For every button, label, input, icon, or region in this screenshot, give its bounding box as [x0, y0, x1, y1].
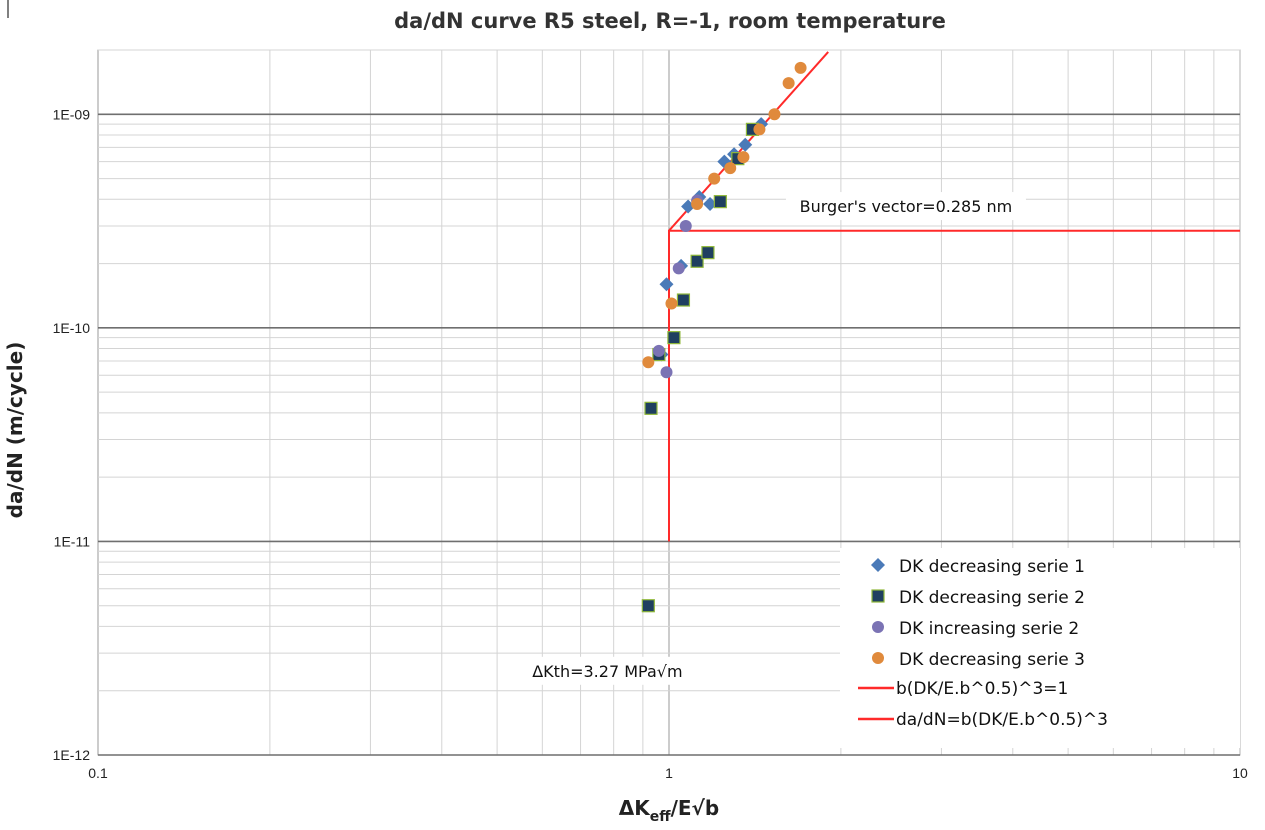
data-point — [659, 277, 674, 292]
data-point — [679, 219, 692, 232]
legend-label: DK increasing serie 2 — [899, 619, 1079, 639]
data-point — [667, 331, 681, 345]
annotation-box — [527, 656, 687, 685]
y-tick-labels: 1E-12 1E-11 1E-10 1E-09 — [53, 106, 91, 763]
data-point — [672, 262, 685, 275]
data-point — [641, 599, 655, 613]
annotation-label: Burger's vector=0.285 nm — [800, 197, 1013, 216]
x-tick-label: 10 — [1232, 765, 1248, 781]
legend-box — [840, 548, 1240, 748]
data-point — [660, 366, 673, 379]
x-axis-title-sub: eff — [650, 809, 671, 825]
data-point — [665, 297, 678, 310]
data-point — [871, 589, 885, 603]
data-point — [701, 246, 715, 260]
x-axis-title-tail: /E√b — [671, 796, 720, 820]
data-point — [768, 108, 781, 121]
legend-label: DK decreasing serie 3 — [899, 650, 1085, 670]
data-point — [738, 137, 753, 152]
data-point — [713, 195, 727, 209]
x-tick-label: 1 — [665, 765, 673, 781]
y-tick-label: 1E-11 — [54, 533, 91, 549]
legend-label: DK decreasing serie 2 — [899, 588, 1085, 608]
data-points — [641, 61, 807, 613]
y-tick-label: 1E-09 — [53, 106, 91, 122]
data-point — [690, 254, 704, 268]
data-point — [652, 344, 665, 357]
y-tick-label: 1E-10 — [53, 320, 91, 336]
annotation-box — [785, 192, 1026, 221]
data-point — [644, 401, 658, 415]
x-axis-title: ΔKeff/E√b — [619, 796, 719, 825]
data-point — [753, 123, 766, 136]
y-axis-title: da/dN (m/cycle) — [3, 342, 27, 519]
legend-label: b(DK/E.b^0.5)^3=1 — [896, 679, 1068, 699]
data-point — [642, 356, 655, 369]
data-point — [691, 198, 704, 211]
x-axis-title-main: ΔK — [619, 796, 651, 820]
data-point — [872, 621, 884, 633]
data-point — [872, 652, 884, 664]
legend: DK decreasing serie 1 DK decreasing serie… — [840, 548, 1240, 748]
data-point — [871, 558, 885, 572]
chart-title: da/dN curve R5 steel, R=-1, room tempera… — [394, 9, 946, 33]
data-point — [708, 172, 721, 185]
data-point — [676, 293, 691, 307]
data-point — [794, 61, 807, 74]
annotations: Burger's vector=0.285 nm ΔKth=3.27 MPa√m — [527, 192, 1026, 685]
data-point — [737, 151, 750, 164]
annotation-label: ΔKth=3.27 MPa√m — [532, 662, 682, 681]
data-point — [724, 162, 737, 175]
legend-label: DK decreasing serie 1 — [899, 557, 1085, 577]
legend-label: da/dN=b(DK/E.b^0.5)^3 — [896, 710, 1108, 730]
data-point — [782, 77, 795, 90]
y-tick-label: 1E-12 — [53, 747, 91, 763]
x-tick-label: 0.1 — [88, 765, 108, 781]
data-point — [703, 197, 718, 212]
x-tick-labels: 0.1 1 10 — [88, 765, 1248, 781]
